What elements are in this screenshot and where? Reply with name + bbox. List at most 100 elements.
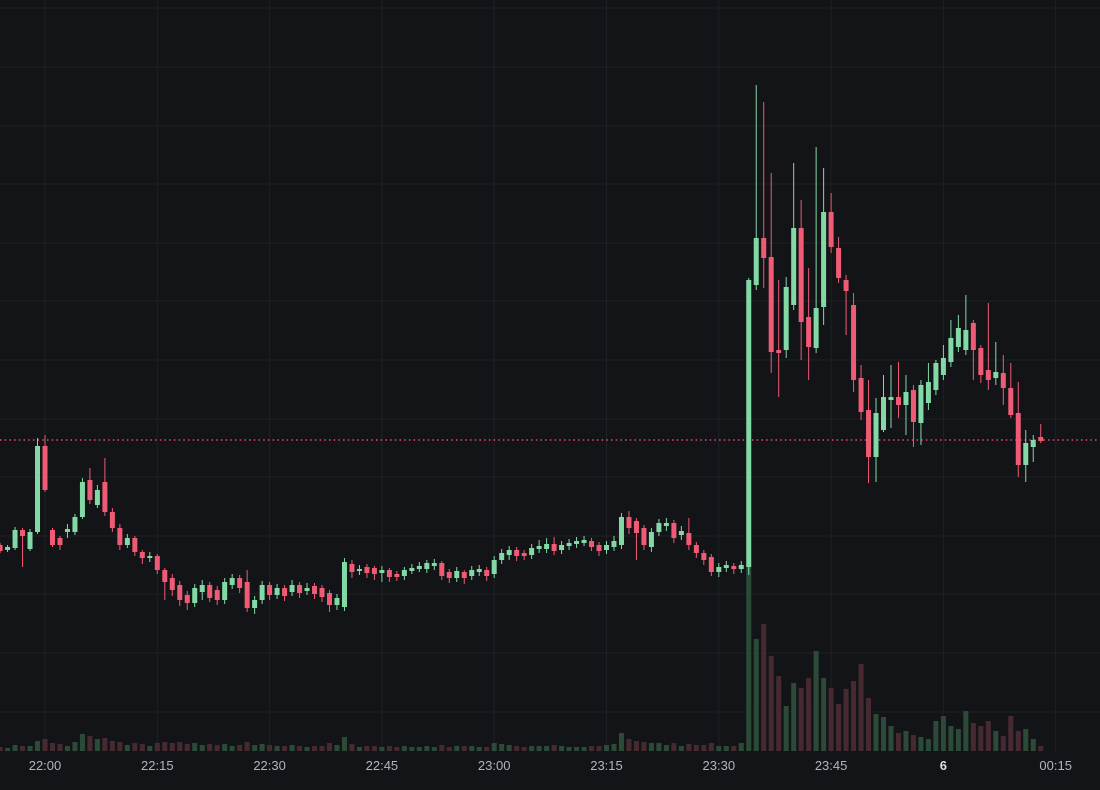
candle [903, 375, 909, 435]
volume-bar [633, 741, 639, 751]
candle [162, 568, 168, 600]
time-label: 22:30 [253, 758, 286, 773]
volume-bar [274, 746, 280, 751]
volume-bar [469, 746, 475, 751]
volume-bar [237, 745, 243, 751]
volume-bar [446, 747, 452, 751]
volume-bar [918, 737, 924, 751]
candle [49, 528, 55, 547]
candle [87, 468, 93, 504]
volume-bar [416, 747, 422, 751]
candle [109, 508, 115, 532]
volume-bar [94, 739, 100, 751]
volume-bar [648, 743, 654, 751]
volume-bar [881, 717, 887, 751]
candle [124, 534, 130, 548]
volume-bar [626, 739, 632, 751]
volume-bar [663, 745, 669, 751]
volume-bar [35, 741, 41, 751]
candle [678, 526, 684, 540]
volume-bar [581, 747, 587, 751]
volume-bar [184, 744, 190, 751]
candle [723, 561, 729, 572]
volume-bar [431, 747, 437, 751]
candle [581, 536, 587, 546]
candle [386, 568, 392, 582]
volume-bar [671, 743, 677, 751]
candle [1000, 355, 1006, 405]
candle [559, 541, 565, 554]
volume-bar [484, 747, 490, 751]
volume-bar [529, 746, 535, 751]
candle [207, 582, 213, 602]
candle [506, 546, 512, 560]
volume-bar [192, 743, 198, 751]
volume-bar [731, 746, 737, 751]
candle [761, 102, 767, 288]
time-axis[interactable]: 22:00 22:15 22:30 22:45 23:00 23:15 23:30 23:45… [0, 752, 1100, 790]
volume-bar [925, 739, 931, 751]
candle [821, 168, 827, 325]
volume-bar [821, 678, 827, 751]
candle [274, 584, 280, 599]
candle [252, 596, 258, 614]
candle [656, 519, 662, 536]
volume-bar [461, 746, 467, 751]
candle [229, 574, 235, 589]
volume-bar [312, 746, 318, 751]
volume-bar [394, 747, 400, 751]
volume-bar [708, 743, 714, 751]
volume-bar [1023, 729, 1029, 751]
candle [836, 237, 842, 283]
volume-bar [289, 745, 295, 751]
candle [551, 537, 557, 555]
candle [454, 567, 460, 582]
candle [948, 320, 954, 367]
candle [985, 303, 991, 390]
candle [746, 278, 752, 575]
candle [888, 365, 894, 428]
volume-bar [319, 746, 325, 751]
time-label: 23:00 [477, 758, 511, 773]
candle [828, 193, 834, 253]
candle [431, 559, 437, 570]
volume-bar [252, 745, 258, 751]
volume-bar [723, 746, 729, 751]
volume-bar [341, 737, 347, 751]
candle [858, 365, 864, 420]
time-label: 22:15 [141, 758, 174, 773]
time-label: 22:45 [365, 758, 399, 773]
volume-bar [866, 698, 872, 751]
volume-bar [1038, 746, 1044, 751]
volume-bar [379, 747, 385, 751]
candle [596, 542, 602, 556]
volume-bar [439, 745, 445, 751]
candle [461, 570, 467, 584]
candle [341, 558, 347, 611]
volume-bar [783, 706, 789, 751]
time-label: 23:15 [590, 758, 623, 773]
candle [64, 524, 70, 538]
chart-canvas[interactable] [0, 0, 1100, 752]
volume-bar [49, 743, 55, 751]
candle [334, 594, 340, 610]
candle [409, 564, 415, 574]
candle [117, 524, 123, 550]
volume-bar [641, 742, 647, 751]
candle [446, 569, 452, 583]
candle [267, 582, 273, 600]
candle [843, 275, 849, 335]
volume-bar [753, 639, 759, 751]
volume-bar [798, 688, 804, 751]
candle [798, 200, 804, 360]
volume-bar [978, 726, 984, 751]
volume-bar [499, 744, 505, 751]
candle [79, 478, 85, 519]
volume-bar [566, 747, 572, 751]
volume-bar [20, 746, 26, 751]
candle [102, 458, 108, 516]
volume-bar [948, 726, 954, 751]
candle [192, 584, 198, 607]
volume-bar [910, 735, 916, 751]
